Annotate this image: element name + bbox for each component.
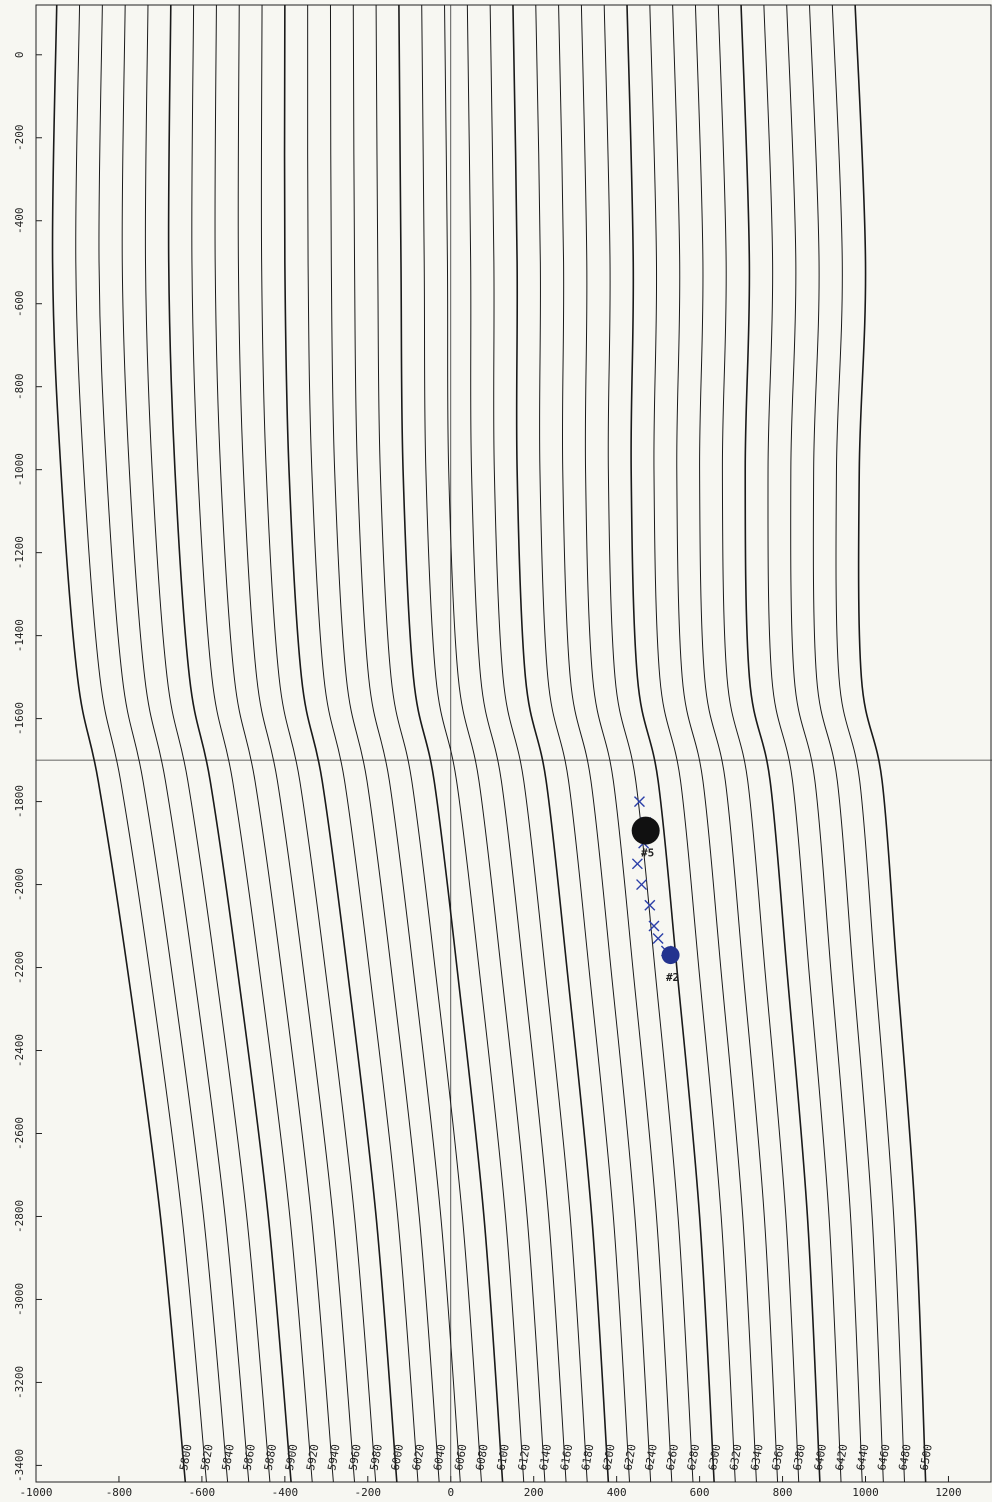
y-tick-label: -1200 xyxy=(13,536,26,569)
y-tick-label: -1400 xyxy=(13,619,26,652)
x-tick-label: 600 xyxy=(690,1486,710,1499)
y-tick-label: 0 xyxy=(13,51,26,58)
y-tick-label: -2800 xyxy=(13,1200,26,1233)
x-tick-label: -800 xyxy=(106,1486,133,1499)
y-tick-label: -3400 xyxy=(13,1449,26,1482)
well-label: #5 xyxy=(641,847,654,860)
y-tick-label: -3000 xyxy=(13,1283,26,1316)
y-tick-label: -1800 xyxy=(13,785,26,818)
x-tick-label: -200 xyxy=(355,1486,382,1499)
x-tick-label: -600 xyxy=(189,1486,216,1499)
x-tick-label: -400 xyxy=(272,1486,299,1499)
x-tick-label: 200 xyxy=(524,1486,544,1499)
y-tick-label: -800 xyxy=(13,373,26,400)
y-tick-label: -1600 xyxy=(13,702,26,735)
y-tick-label: -3200 xyxy=(13,1366,26,1399)
y-tick-label: -400 xyxy=(13,207,26,234)
x-tick-label: 0 xyxy=(447,1486,454,1499)
x-tick-label: 400 xyxy=(607,1486,627,1499)
y-tick-label: -600 xyxy=(13,290,26,317)
well-label: #2 xyxy=(666,971,679,984)
y-tick-label: -200 xyxy=(13,125,26,152)
x-tick-label: -1000 xyxy=(19,1486,52,1499)
well xyxy=(632,817,660,845)
y-tick-label: -2000 xyxy=(13,868,26,901)
well xyxy=(662,946,680,964)
y-tick-label: -2200 xyxy=(13,951,26,984)
x-tick-label: 1200 xyxy=(935,1486,962,1499)
y-tick-label: -2400 xyxy=(13,1034,26,1067)
y-tick-label: -2600 xyxy=(13,1117,26,1150)
page: -1000-800-600-400-2000200400600800100012… xyxy=(0,0,992,1502)
x-tick-label: 1000 xyxy=(852,1486,879,1499)
contour-map: -1000-800-600-400-2000200400600800100012… xyxy=(0,0,992,1502)
x-tick-label: 800 xyxy=(773,1486,793,1499)
y-tick-label: -1000 xyxy=(13,453,26,486)
